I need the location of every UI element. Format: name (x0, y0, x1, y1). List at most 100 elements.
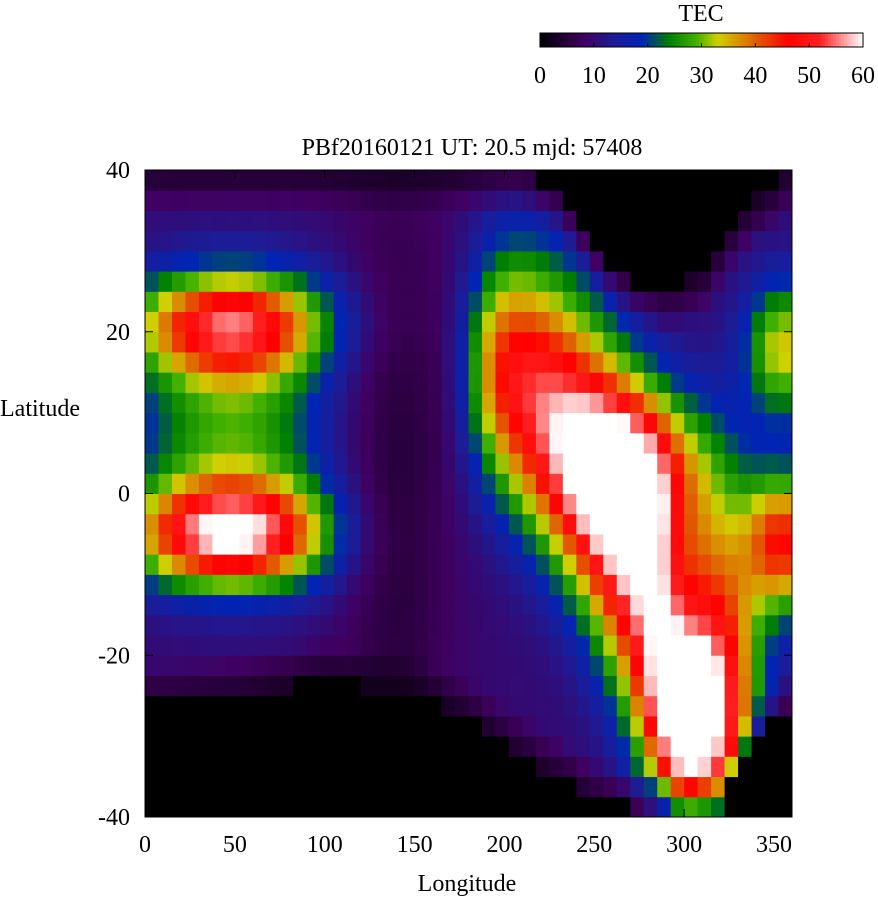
heatmap-cell (468, 796, 483, 818)
heatmap-cell (145, 776, 159, 798)
heatmap-cell (293, 493, 308, 515)
heatmap-cell (360, 291, 375, 313)
heatmap-cell (198, 412, 213, 434)
heatmap-cell (724, 574, 739, 596)
heatmap-cell (630, 190, 645, 211)
heatmap-cell (535, 493, 550, 515)
heatmap-cell (320, 351, 335, 373)
heatmap-cell (225, 614, 240, 636)
colorbar-strip (798, 33, 802, 47)
heatmap-cell (239, 756, 254, 778)
heatmap-cell (562, 635, 577, 656)
heatmap-cell (562, 372, 577, 393)
heatmap-cell (576, 210, 591, 232)
heatmap-cell (522, 412, 537, 434)
heatmap-cell (508, 635, 523, 656)
heatmap-cell (306, 291, 321, 313)
heatmap-cell (279, 190, 294, 211)
heatmap-cell (508, 675, 523, 697)
x-tick-label: 50 (223, 832, 247, 858)
heatmap-cell (751, 453, 766, 474)
heatmap-cell (293, 796, 308, 818)
colorbar-tick-label: 0 (534, 63, 546, 89)
colorbar-strip (744, 33, 748, 47)
colorbar-strip (572, 33, 576, 47)
heatmap-cell (171, 170, 186, 191)
heatmap-cell (387, 351, 402, 373)
heatmap-cell (495, 715, 510, 737)
heatmap-cell (455, 756, 469, 778)
heatmap-cell (441, 736, 456, 757)
heatmap-cell (320, 675, 335, 697)
heatmap-cell (522, 351, 537, 373)
heatmap-cell (508, 554, 523, 575)
heatmap-cell (724, 210, 739, 232)
heatmap-cell (670, 351, 685, 373)
heatmap-cell (765, 392, 780, 414)
heatmap-cell (374, 533, 389, 555)
heatmap-cell (401, 776, 416, 798)
heatmap-cell (589, 776, 604, 798)
heatmap-cell (603, 533, 618, 555)
heatmap-cell (374, 756, 389, 778)
heatmap-cell (428, 291, 443, 313)
colorbar-strip (854, 33, 859, 47)
heatmap-cell (198, 351, 213, 373)
colorbar-strip (819, 33, 824, 47)
heatmap-cell (657, 736, 672, 757)
heatmap-cell (670, 736, 685, 757)
colorbar-strip (658, 33, 662, 47)
heatmap-cell (711, 432, 726, 454)
heatmap-cell (549, 190, 564, 211)
heatmap-cell (306, 715, 321, 737)
heatmap-cell (643, 291, 658, 313)
colorbar-strip (787, 33, 791, 47)
heatmap-cell (495, 736, 510, 757)
colorbar-strip (650, 33, 654, 47)
colorbar-strip (712, 33, 716, 47)
heatmap-cell (185, 655, 200, 676)
heatmap-cell (239, 614, 254, 636)
heatmap-cell (428, 250, 443, 272)
heatmap-cell (279, 533, 294, 555)
heatmap-cell (684, 432, 699, 454)
heatmap-cell (562, 796, 577, 818)
heatmap-cell (239, 432, 254, 454)
heatmap-cell (643, 170, 658, 191)
heatmap-cell (225, 675, 240, 697)
heatmap-cell (185, 796, 200, 818)
colorbar-strip (749, 33, 754, 47)
heatmap-cell (616, 412, 631, 434)
heatmap-cell (522, 533, 537, 555)
heatmap-cell (522, 695, 537, 717)
heatmap-cell (171, 513, 186, 535)
heatmap-cell (239, 210, 254, 232)
heatmap-cell (333, 473, 348, 494)
heatmap-cell (778, 796, 793, 818)
colorbar-strip (685, 33, 689, 47)
heatmap-cell (684, 695, 699, 717)
heatmap-cell (198, 473, 213, 494)
heatmap-cell (145, 170, 159, 191)
heatmap-cell (589, 331, 604, 353)
heatmap-cell (697, 776, 712, 798)
heatmap-cell (158, 756, 173, 778)
heatmap-cell (455, 493, 469, 515)
colorbar-strip (830, 33, 834, 47)
x-tick-label: 250 (576, 832, 612, 858)
heatmap-cell (266, 574, 281, 596)
heatmap-cell (306, 372, 321, 393)
heatmap-cell (401, 655, 416, 676)
heatmap-cell (252, 574, 267, 596)
heatmap-cell (306, 271, 321, 292)
heatmap-cell (630, 210, 645, 232)
heatmap-cell (212, 614, 227, 636)
colorbar-strip (556, 33, 560, 47)
heatmap-cell (414, 190, 429, 211)
heatmap-cell (522, 594, 537, 616)
heatmap-cell (347, 412, 362, 434)
heatmap-cell (279, 271, 294, 292)
colorbar-strip (755, 33, 759, 47)
heatmap-cell (266, 432, 281, 454)
heatmap-cell (185, 453, 200, 474)
